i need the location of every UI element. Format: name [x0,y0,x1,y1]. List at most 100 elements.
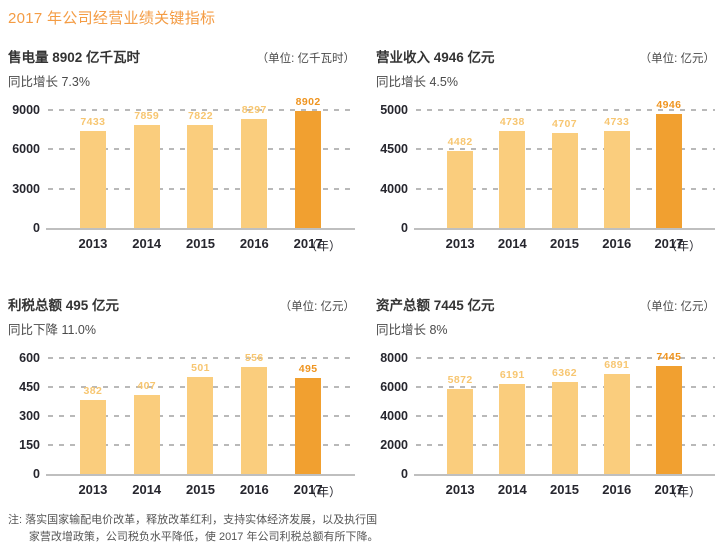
bar-value-label: 501 [191,362,210,375]
bars-row: 7433 7859 7822 8297 8902 [46,97,355,228]
bar-value-label: 8902 [295,96,321,109]
gridline [416,357,715,359]
x-tick-label: 2015 [550,482,579,497]
chart-title: 利税总额 495 亿元 [8,298,120,313]
bar-slot: 5872 [434,373,486,474]
bar-slot: 556 [227,351,281,474]
y-tick-label: 3000 [12,181,40,196]
x-tick-label: 2014 [132,482,162,497]
x-tick-label: 2016 [602,236,632,251]
bar-slot: 495 [281,364,335,474]
y-tick-label: 0 [33,221,40,235]
y-tick-label: 450 [19,380,40,394]
x-tick-label: 2017 [654,236,684,251]
y-tick-label: 0 [401,467,408,481]
chart-subtitle: 同比增长 8% [376,323,448,337]
y-tick-label: 6000 [12,142,40,157]
y-tick-label: 600 [19,351,40,365]
x-tick-label: 2016 [602,482,632,497]
gridline [48,109,355,111]
page-title: 2017 年公司经营业绩关键指标 [8,10,216,27]
bars-row: 5872 6191 6362 6891 7445 [414,352,715,474]
x-tick-label: 2013 [445,482,475,497]
x-tick-label: 2015 [186,482,215,497]
bar [499,384,526,474]
y-tick-label: 8000 [380,351,408,365]
bar-value-label: 7822 [188,110,213,123]
x-tick-label: 2016 [239,482,269,497]
bar [295,111,322,228]
x-tick-label: 2014 [132,236,162,251]
bar-value-label: 7445 [656,351,682,364]
bar-value-label: 495 [298,363,318,376]
bar [603,374,630,474]
bars-row: 382 407 501 556 495 [46,352,355,474]
footnote-text: 落实国家输配电价改革，释放改革红利，支持实体经济发展，以及执行国家营改增政策，公… [25,514,379,544]
chart-title: 资产总额 7445 亿元 [376,298,495,313]
chart-unit-label: （单位: 亿元） [639,301,715,313]
x-axis-unit-label: （年） [664,239,701,253]
bar [187,125,214,228]
panel-header: 售电量 8902 亿千瓦时 （单位: 亿千瓦时） [8,50,355,66]
bar-slot: 7433 [66,115,120,228]
bar-slot: 7445 [643,352,695,474]
y-tick-label: 0 [33,467,40,481]
bar [603,131,630,228]
panel-electricity-sales: 售电量 8902 亿千瓦时 （单位: 亿千瓦时） 同比增长 7.3% 0 3000… [8,28,355,253]
chart-unit-label: （单位: 亿元） [639,53,715,65]
bar [79,130,106,228]
charts-grid: 售电量 8902 亿千瓦时 （单位: 亿千瓦时） 同比增长 7.3% 0 3000… [8,28,715,499]
bar [551,133,578,228]
bar [655,114,682,228]
footnote-label: 注: [8,514,23,526]
x-axis-unit-label: （年） [304,485,341,499]
bar [187,377,214,474]
bar-value-label: 382 [83,385,103,398]
bar-chart-total-assets: 0 2000 4000 6000 8000 5872 6191 6362 6891 7445 201… [376,351,715,499]
plot-area: 0 3000 6000 9000 7433 7859 7822 8297 8902 [12,97,355,235]
bar-slot: 7859 [120,110,174,228]
bar-value-label: 6891 [604,359,630,372]
bar-value-label: 7433 [80,115,106,128]
bar-value-label: 6362 [552,366,577,379]
plot-area: 0 4000 4500 5000 4482 4738 4707 4733 4946 [380,100,715,235]
bar [447,150,474,228]
x-tick-label: 2014 [497,236,527,251]
plot-area: 0 2000 4000 6000 8000 5872 6191 6362 6891 7445 [380,351,715,481]
y-axis: 0 3000 6000 9000 [8,103,40,235]
bar-value-label: 8297 [241,104,267,117]
x-tick-label: 2013 [445,236,475,251]
y-tick-label: 300 [19,409,40,423]
x-tick-label: 2014 [497,482,527,497]
x-tick-label: 2017 [293,236,323,251]
panel-header: 营业收入 4946 亿元 （单位: 亿元） [376,50,715,66]
chart-subtitle: 同比下降 11.0% [8,323,96,337]
chart-unit-label: （单位: 亿元） [279,301,355,313]
bar-slot: 407 [120,381,174,474]
panel-total-assets: 资产总额 7445 亿元 （单位: 亿元） 同比增长 8% 0 2000 4000 6… [376,276,715,499]
y-tick-label: 2000 [380,438,408,452]
y-tick-label: 4000 [380,409,408,423]
x-axis-unit-label: （年） [664,485,701,499]
bar-value-label: 4946 [656,99,682,112]
x-axis: 2013 2014 2015 2016 2017 （年） [46,236,355,253]
y-tick-label: 0 [401,221,408,235]
bar [241,366,268,474]
chart-title: 营业收入 4946 亿元 [376,50,495,65]
bar-slot: 7822 [174,111,228,228]
x-axis: 2013 2014 2015 2016 2017 （年） [414,482,715,499]
bar-value-label: 407 [137,380,157,393]
bar-chart-profit-tax-total: 0 150 300 450 600 382 407 501 556 495 2013 2014 2015… [8,351,355,499]
bar-chart-electricity-sales: 0 3000 6000 9000 7433 7859 7822 8297 8902 2013 201… [8,97,355,253]
bar-value-label: 556 [244,351,264,364]
bar [447,388,474,474]
bar-slot: 382 [66,386,120,474]
bar [79,400,106,474]
bar [499,130,526,228]
bar [295,378,322,474]
x-axis-unit-label: （年） [304,239,341,253]
bar-slot: 4738 [486,116,538,228]
y-tick-label: 6000 [380,380,408,394]
y-tick-label: 5000 [380,103,408,117]
bar-value-label: 5872 [447,373,473,386]
